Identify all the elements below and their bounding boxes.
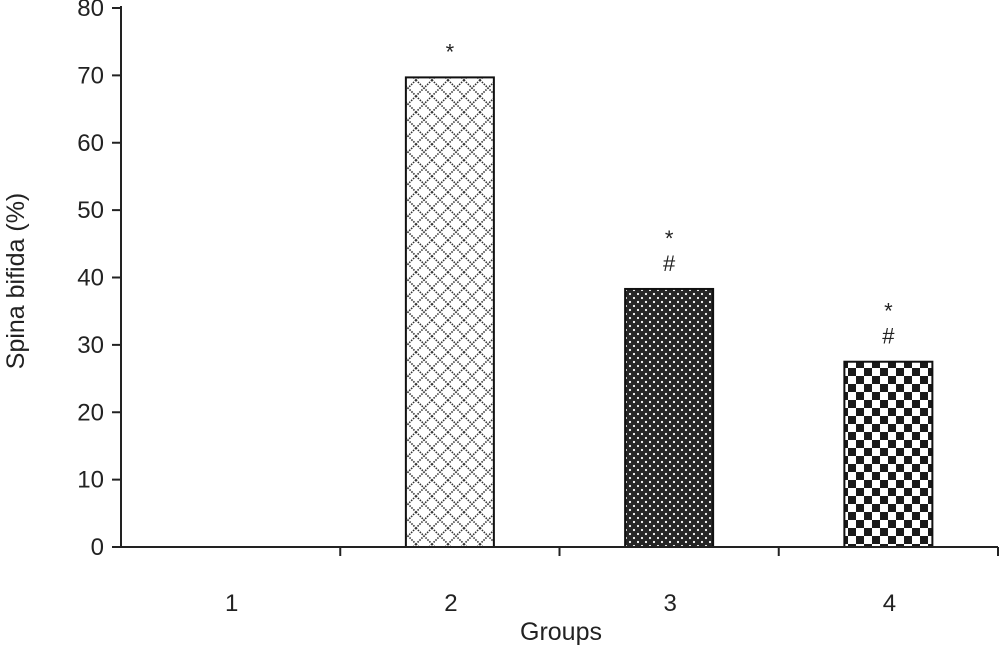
x-axis-ticks: 1 2 3 4 bbox=[225, 547, 999, 617]
y-axis-title: Spina bifida (%) bbox=[2, 193, 30, 369]
x-axis-title: Groups bbox=[520, 618, 602, 646]
x-tick-label: 2 bbox=[444, 590, 457, 617]
significance-asterisk: * bbox=[446, 39, 455, 64]
y-tick-label: 80 bbox=[77, 0, 104, 22]
significance-hash: # bbox=[882, 324, 895, 349]
x-tick-label: 4 bbox=[883, 590, 896, 617]
significance-hash: # bbox=[663, 251, 676, 276]
y-tick-label: 70 bbox=[77, 62, 104, 89]
y-tick-label: 40 bbox=[77, 265, 104, 292]
significance-asterisk: * bbox=[884, 299, 893, 324]
bar-group-2 bbox=[404, 76, 495, 549]
significance-annotations: **#*# bbox=[446, 39, 896, 348]
bar-group-3 bbox=[624, 287, 715, 548]
bar-group-4 bbox=[843, 360, 934, 548]
y-axis-ticks: 0 10 20 30 40 50 60 70 80 bbox=[77, 0, 121, 561]
y-tick-label: 50 bbox=[77, 197, 104, 224]
y-tick-label: 10 bbox=[77, 467, 104, 494]
y-tick-label: 30 bbox=[77, 332, 104, 359]
bars bbox=[404, 76, 934, 549]
y-tick-label: 20 bbox=[77, 399, 104, 426]
significance-asterisk: * bbox=[665, 226, 674, 251]
x-tick-label: 3 bbox=[663, 590, 676, 617]
y-tick-label: 60 bbox=[77, 130, 104, 157]
y-tick-label: 0 bbox=[91, 534, 104, 561]
x-tick-label: 1 bbox=[225, 590, 238, 617]
